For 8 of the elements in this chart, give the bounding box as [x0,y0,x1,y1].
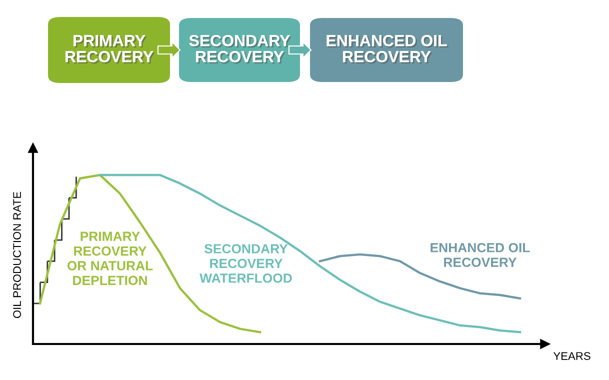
series-label: SECONDARY RECOVERY WATERFLOOD [200,244,292,283]
text: SECONDARY RECOVERY [189,34,292,64]
y-axis-title: OIL PRODUCTION RATE [13,192,21,318]
text: PRIMARY RECOVERY [66,35,155,64]
text: ENHANCED OIL RECOVERY [326,34,448,64]
x-axis-title: YEARS [553,352,590,360]
series-label: ENHANCED OIL RECOVERY [430,242,530,268]
series-label: PRIMARY RECOVERY OR NATURAL DEPLETION [67,232,153,286]
